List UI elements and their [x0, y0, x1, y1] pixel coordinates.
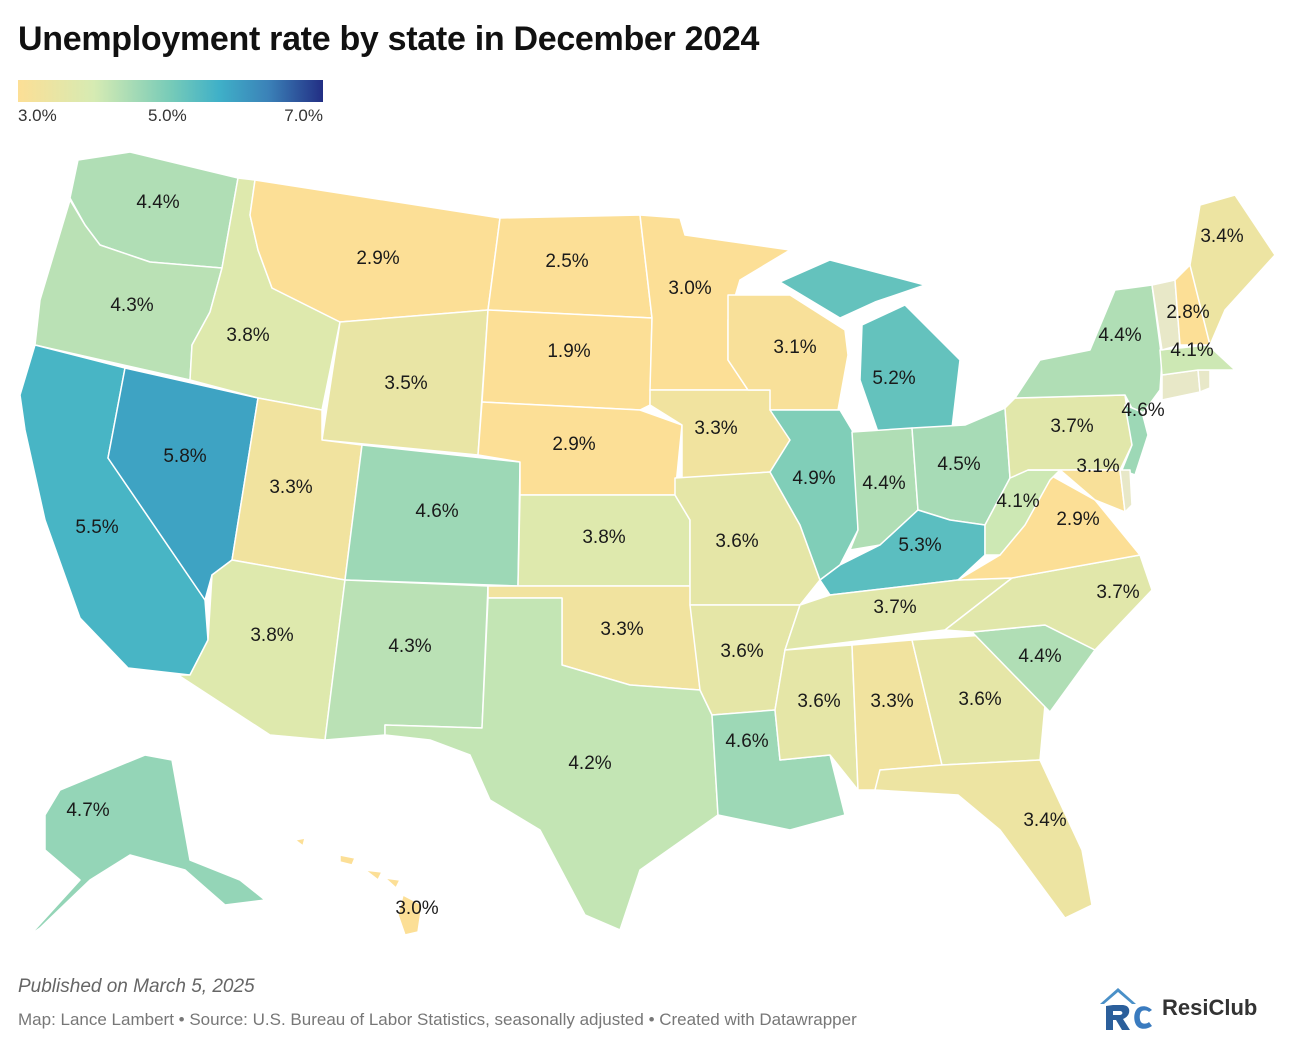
state-label-CA: 5.5%	[75, 517, 118, 538]
state-label-MD: 3.1%	[1076, 456, 1119, 477]
state-label-SD: 1.9%	[547, 341, 590, 362]
legend-max-label: 7.0%	[284, 106, 323, 125]
state-label-NH: 2.8%	[1166, 302, 1209, 323]
state-ME[interactable]	[1189, 194, 1276, 346]
state-label-AL: 3.3%	[870, 691, 913, 712]
state-label-AR: 3.6%	[720, 641, 763, 662]
color-legend: 3.0% 5.0% 7.0%	[18, 80, 323, 126]
state-label-IN: 4.4%	[862, 473, 905, 494]
state-HI[interactable]	[294, 837, 423, 936]
state-label-KS: 3.8%	[582, 527, 625, 548]
state-label-OH: 4.5%	[937, 454, 980, 475]
published-date: Published on March 5, 2025	[18, 976, 255, 997]
source-credit: Map: Lance Lambert • Source: U.S. Bureau…	[18, 1010, 857, 1029]
state-label-WA: 4.4%	[136, 192, 179, 213]
state-label-LA: 4.6%	[725, 731, 768, 752]
state-label-IA: 3.3%	[694, 418, 737, 439]
state-label-KY: 5.3%	[898, 535, 941, 556]
legend-mid-label: 5.0%	[148, 106, 187, 125]
state-FL[interactable]	[874, 759, 1093, 919]
state-label-WY: 3.5%	[384, 373, 427, 394]
state-label-NV: 5.8%	[163, 446, 206, 467]
brand-logo: ResiClub	[1098, 982, 1257, 1034]
state-label-IL: 4.9%	[792, 468, 835, 489]
state-RI[interactable]	[1197, 369, 1211, 393]
state-label-MI: 5.2%	[872, 368, 915, 389]
state-label-TN: 3.7%	[873, 597, 916, 618]
state-label-AZ: 3.8%	[250, 625, 293, 646]
state-label-PA: 3.7%	[1050, 416, 1093, 437]
brand-name: ResiClub	[1162, 995, 1258, 1020]
state-TX[interactable]	[384, 597, 719, 931]
state-label-AK: 4.7%	[66, 800, 109, 821]
chart-title: Unemployment rate by state in December 2…	[18, 20, 760, 58]
state-label-HI: 3.0%	[395, 898, 438, 919]
state-NJ[interactable]	[1121, 404, 1149, 476]
state-label-UT: 3.3%	[269, 477, 312, 498]
state-label-CO: 4.6%	[415, 501, 458, 522]
state-DE[interactable]	[1119, 469, 1133, 513]
state-AK[interactable]	[29, 754, 266, 936]
state-label-OK: 3.3%	[600, 619, 643, 640]
legend-gradient-bar	[18, 80, 323, 102]
state-NM[interactable]	[324, 579, 489, 741]
state-label-WI: 3.1%	[773, 337, 816, 358]
state-label-SC: 4.4%	[1018, 646, 1061, 667]
us-choropleth-map: 4.4% 4.3% 5.5% 5.8% 3.8% 2.9% 3.5% 3.3% 3.8% 4.6%…	[19, 151, 1276, 936]
legend-min-label: 3.0%	[18, 106, 57, 125]
state-label-NE: 2.9%	[552, 434, 595, 455]
state-label-NJ: 4.6%	[1121, 400, 1164, 421]
state-label-MT: 2.9%	[356, 248, 399, 269]
state-label-MA: 4.1%	[1170, 340, 1213, 361]
resiclub-logo-icon	[1100, 988, 1152, 1030]
state-label-TX: 4.2%	[568, 753, 611, 774]
state-label-FL: 3.4%	[1023, 810, 1066, 831]
state-label-NM: 4.3%	[388, 636, 431, 657]
state-label-MO: 3.6%	[715, 531, 758, 552]
state-label-OR: 4.3%	[110, 295, 153, 316]
state-label-MN: 3.0%	[668, 278, 711, 299]
state-label-ME: 3.4%	[1200, 226, 1243, 247]
state-label-GA: 3.6%	[958, 689, 1001, 710]
state-label-ID: 3.8%	[226, 325, 269, 346]
state-label-MS: 3.6%	[797, 691, 840, 712]
state-label-NC: 3.7%	[1096, 582, 1139, 603]
state-label-NY: 4.4%	[1098, 325, 1141, 346]
state-label-VA: 2.9%	[1056, 509, 1099, 530]
state-label-WV: 4.1%	[996, 491, 1039, 512]
state-SD[interactable]	[481, 309, 653, 411]
state-label-ND: 2.5%	[545, 251, 588, 272]
state-MD[interactable]	[1027, 469, 1126, 513]
